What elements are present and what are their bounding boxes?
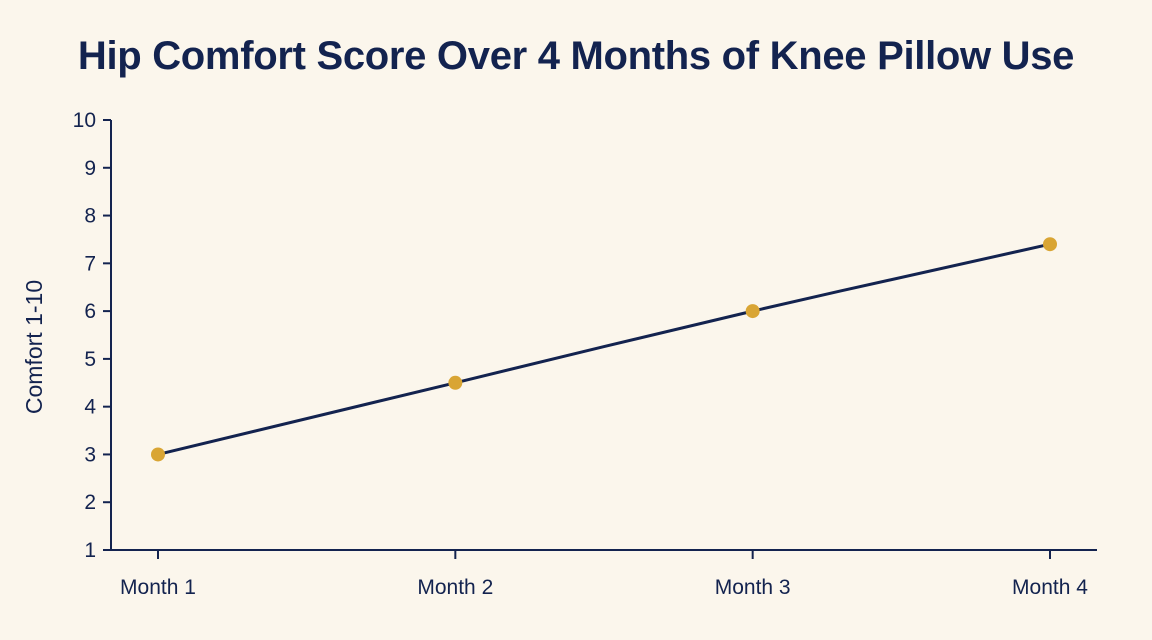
y-axis-title: Comfort 1-10 [21, 280, 47, 414]
chart-title: Hip Comfort Score Over 4 Months of Knee … [77, 34, 1075, 78]
data-point-3 [745, 304, 760, 319]
y-tick-label: 3 [84, 443, 96, 466]
y-tick-label: 10 [73, 109, 96, 132]
data-point-2 [448, 375, 463, 390]
y-tick-label: 2 [84, 491, 96, 514]
y-tick-label: 5 [84, 348, 96, 371]
series-group [151, 237, 1057, 462]
data-point-4 [1043, 237, 1057, 252]
series-line [157, 242, 1051, 456]
y-tick-label: 8 [84, 205, 96, 228]
y-tick-label: 6 [84, 300, 96, 323]
x-tick-label: Month 3 [715, 576, 791, 599]
y-tick-label: 9 [84, 157, 96, 180]
x-tick-label: Month 2 [417, 576, 493, 599]
y-tick-label: 4 [84, 396, 96, 419]
y-tick-label: 1 [84, 539, 96, 562]
data-point-1 [151, 447, 165, 462]
y-axis-ticks: 1 2 3 4 5 6 7 8 9 10 [73, 109, 111, 562]
x-tick-label: Month 1 [120, 576, 196, 599]
x-axis-ticks: Month 1 Month 2 Month 3 Month 4 [120, 550, 1088, 599]
y-tick-label: 7 [84, 252, 96, 275]
x-tick-label: Month 4 [1012, 576, 1088, 599]
